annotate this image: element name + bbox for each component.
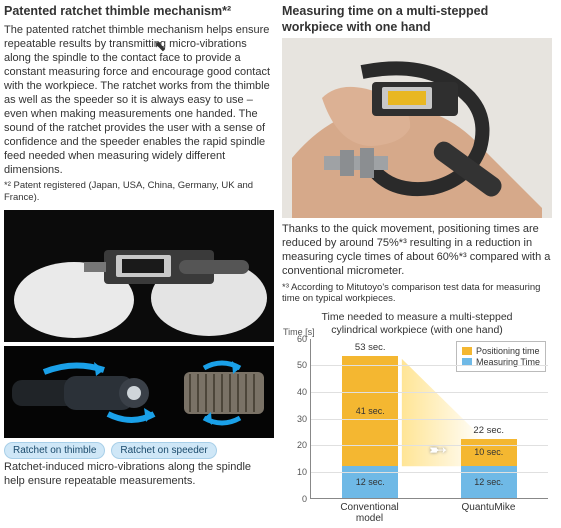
- chart-ylabel: 0: [285, 494, 307, 504]
- bar-seg-measuring: 12 sec.: [342, 466, 398, 498]
- left-body: The patented ratchet thimble mechanism h…: [4, 23, 274, 178]
- chart-xlabel: QuantuMike: [454, 502, 524, 524]
- bar-total-label: 22 sec.: [461, 425, 517, 436]
- bar-total-label: 53 sec.: [342, 342, 398, 353]
- bar-seg-positioning: 41 sec.: [342, 356, 398, 465]
- micrometer-gloves-photo: [4, 210, 274, 342]
- chart-ylabel: 40: [285, 387, 307, 397]
- chart-title: Time needed to measure a multi-steppedcy…: [282, 311, 552, 336]
- time-chart: Time needed to measure a multi-steppedcy…: [282, 311, 552, 523]
- chart-ylabel: 60: [285, 334, 307, 344]
- pill-ratchet-thimble: Ratchet on thimble: [4, 442, 105, 459]
- chart-ylabel: 10: [285, 467, 307, 477]
- right-footnote: *³ According to Mitutoyo's comparison te…: [282, 282, 552, 306]
- pill-ratchet-speeder: Ratchet on speeder: [111, 442, 216, 459]
- left-caption: Ratchet-induced micro-vibrations along t…: [4, 461, 274, 489]
- bar-seg-measuring: 12 sec.: [461, 466, 517, 498]
- ratchet-labels: Ratchet on thimble Ratchet on speeder: [4, 442, 274, 459]
- right-body: Thanks to the quick movement, positionin…: [282, 222, 552, 278]
- ratchet-closeup-photo: [4, 346, 274, 438]
- one-hand-photo: [282, 38, 552, 218]
- right-heading: Measuring time on a multi-stepped workpi…: [282, 4, 552, 35]
- left-heading: Patented ratchet thimble mechanism*²: [4, 4, 274, 20]
- chart-ylabel: 20: [285, 440, 307, 450]
- chart-xlabel: Conventional model: [335, 502, 405, 524]
- chart-ylabel: 30: [285, 414, 307, 424]
- bar-seg-positioning: 10 sec.: [461, 439, 517, 466]
- chart-ylabel: 50: [285, 360, 307, 370]
- left-footnote: *² Patent registered (Japan, USA, China,…: [4, 180, 274, 204]
